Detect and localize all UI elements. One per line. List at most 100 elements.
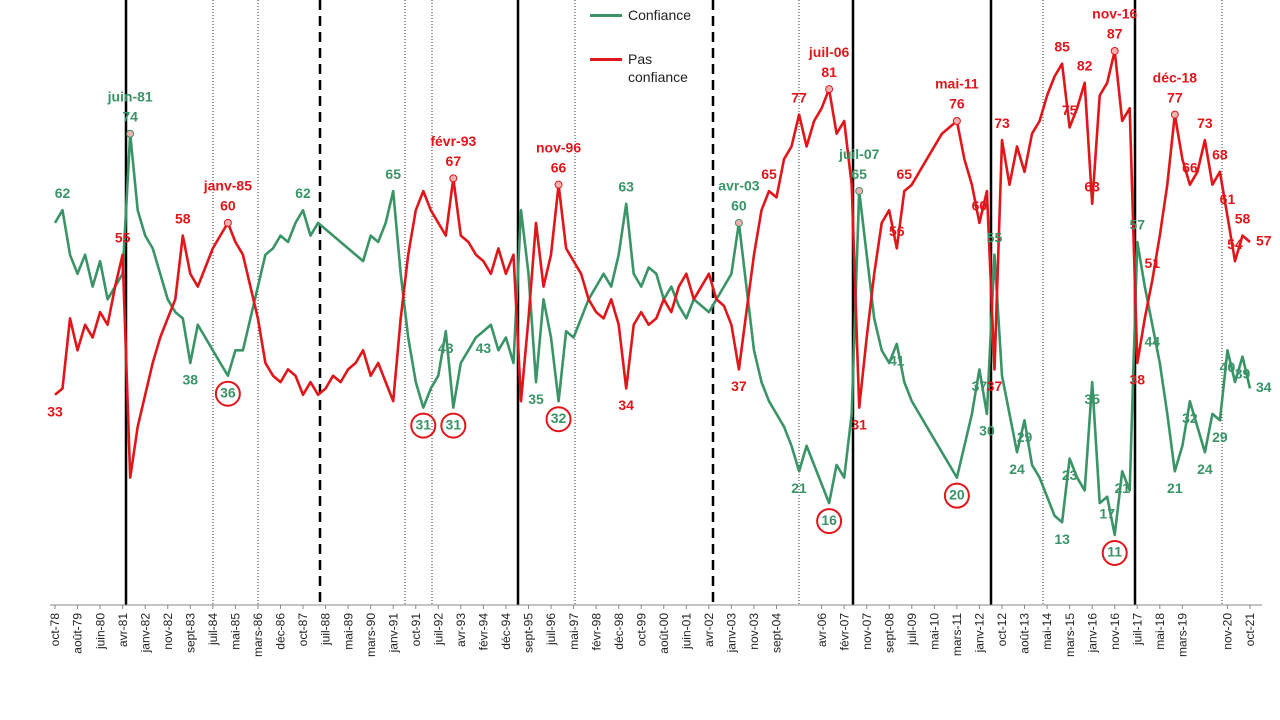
data-label: 41: [889, 353, 905, 369]
x-tick-label: août-00: [657, 613, 671, 654]
data-label: 77: [791, 89, 807, 105]
x-tick-label: nov-16: [1108, 613, 1122, 650]
point-marker: [126, 129, 135, 138]
data-label: 63: [1084, 178, 1100, 194]
data-label: 63: [618, 178, 634, 194]
x-tick-label: févr-94: [477, 613, 491, 651]
data-label: 76: [949, 96, 965, 112]
data-label: 65: [385, 166, 401, 182]
point-marker: [734, 218, 743, 227]
highlight-circle: [214, 380, 241, 407]
data-label: 21: [1114, 480, 1130, 496]
series-line: [54, 49, 1251, 479]
legend-swatch: [590, 14, 622, 17]
x-tick-label: sept-04: [770, 613, 784, 653]
point-marker: [449, 174, 458, 183]
point-marker: [855, 187, 864, 196]
x-tick-label: déc-86: [274, 613, 288, 650]
data-label: 21: [791, 480, 807, 496]
x-tick-label: mai-85: [229, 613, 243, 650]
legend-label: Confiance: [628, 7, 692, 23]
x-tick-label: juin-01: [679, 613, 693, 650]
data-label: 17: [1099, 505, 1115, 521]
x-tick-label: juil-92: [431, 613, 445, 646]
date-label: nov-16: [1092, 6, 1137, 22]
x-tick-label: oct-87: [296, 613, 310, 647]
x-tick-label: juil-96: [544, 613, 558, 646]
point-marker: [1110, 46, 1119, 55]
data-label: 57: [1256, 233, 1272, 249]
data-label: 38: [1129, 372, 1145, 388]
data-label: 55: [115, 229, 131, 245]
x-tick-label: avr-81: [116, 613, 130, 647]
point-marker: [1170, 110, 1179, 119]
legend-swatch: [590, 58, 622, 61]
data-label: 43: [438, 340, 454, 356]
x-tick-label: avr-06: [815, 613, 829, 647]
data-label: 60: [972, 198, 988, 214]
data-label: 44: [1145, 333, 1161, 349]
data-label: 31: [415, 416, 431, 432]
x-tick-label: mai-97: [567, 613, 581, 650]
point-marker: [952, 117, 961, 125]
x-tick-label: mars-90: [364, 613, 378, 657]
data-label: 67: [446, 153, 462, 169]
x-tick-label: oct-21: [1243, 613, 1257, 647]
data-label: 33: [47, 404, 63, 420]
data-label: 57: [1129, 217, 1145, 233]
point-marker: [223, 218, 232, 227]
data-label: 56: [889, 223, 905, 239]
x-tick-label: févr-07: [837, 613, 851, 651]
data-label: 24: [1009, 461, 1025, 477]
x-tick-label: oct-91: [409, 613, 423, 647]
data-label: 75: [1062, 102, 1078, 118]
date-label: juil-06: [808, 44, 850, 60]
date-label: mai-11: [935, 76, 979, 92]
data-label: 43: [476, 340, 492, 356]
data-label: 87: [1107, 26, 1123, 42]
data-label: 82: [1077, 57, 1093, 73]
data-label: 85: [1054, 38, 1070, 54]
data-label: 62: [55, 185, 71, 201]
data-label: 74: [122, 108, 138, 124]
x-tick-label: janv-82: [138, 613, 152, 654]
data-label: 66: [1182, 159, 1198, 175]
point-marker: [825, 85, 834, 94]
x-tick-label: janv-91: [386, 613, 400, 654]
date-label: nov-96: [536, 139, 581, 155]
data-label: 37: [731, 378, 747, 394]
date-label: févr-93: [430, 133, 476, 149]
data-label: 38: [182, 372, 198, 388]
data-label: 11: [1107, 544, 1122, 560]
data-label: 65: [761, 166, 777, 182]
x-tick-label: mai-89: [341, 613, 355, 650]
date-label: janv-85: [203, 178, 252, 194]
data-label: 35: [1084, 391, 1100, 407]
x-tick-label: juil-17: [1130, 613, 1144, 646]
data-label: 13: [1054, 531, 1070, 547]
x-tick-label: janv-16: [1085, 613, 1099, 654]
data-label: 34: [1256, 379, 1272, 395]
data-label: 62: [295, 185, 311, 201]
data-label: 68: [1212, 147, 1228, 163]
data-label: 55: [987, 229, 1003, 245]
legend-label: Pas confiance: [628, 51, 688, 85]
data-label: 40: [1220, 359, 1236, 375]
date-label: juil-07: [838, 146, 880, 162]
x-tick-label: avr-02: [702, 613, 716, 647]
x-tick-label: déc-98: [612, 613, 626, 650]
data-label: 35: [528, 391, 544, 407]
data-label: 37: [972, 378, 988, 394]
x-tick-label: juil-84: [206, 613, 220, 646]
date-label: déc-18: [1153, 69, 1198, 85]
x-tick-label: nov-20: [1221, 613, 1235, 650]
x-tick-label: sept-95: [522, 613, 536, 653]
highlight-circle: [1101, 539, 1128, 566]
x-tick-label: oct-78: [48, 613, 62, 647]
data-label: 23: [1062, 467, 1078, 483]
data-label: 31: [851, 416, 867, 432]
data-label: 24: [1197, 461, 1213, 477]
x-tick-label: oct-12: [995, 613, 1009, 647]
x-tick-label: mai-10: [928, 613, 942, 650]
